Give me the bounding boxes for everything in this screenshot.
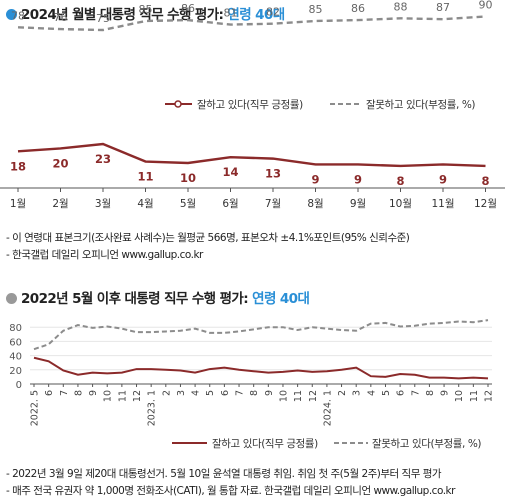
negative-data-label: 86 xyxy=(181,2,195,15)
x-tick-label: 12 xyxy=(132,390,143,402)
x-tick-label: 4 xyxy=(191,390,202,396)
negative-data-label: 81 xyxy=(224,7,238,20)
x-tick-label: 9 xyxy=(88,390,99,396)
x-tick-label: 7월 xyxy=(265,198,281,210)
positive-data-label: 20 xyxy=(52,156,68,170)
y-tick-label: 0 xyxy=(16,380,22,391)
chart1-note-2: - 한국갤럽 데일리 오피니언 www.gallup.co.kr xyxy=(6,249,203,261)
x-tick-label: 11 xyxy=(293,390,304,402)
x-tick-label: 6월 xyxy=(222,198,238,210)
x-tick-label: 2 xyxy=(161,390,172,396)
chart1-title: 2024년 월별 대통령 직무 수행 평가: 연령 40대 xyxy=(6,3,285,23)
x-tick-label: 2022. 5 xyxy=(30,390,41,426)
negative-data-label: 88 xyxy=(394,0,408,13)
x-tick-label: 1월 xyxy=(10,198,26,210)
x-tick-label: 5월 xyxy=(180,198,196,210)
y-tick-label: 80 xyxy=(9,323,22,334)
negative-data-label: 90 xyxy=(479,0,493,12)
negative-series-line xyxy=(17,15,486,32)
x-tick-label: 8 xyxy=(425,390,436,396)
negative-data-label: 82 xyxy=(266,6,280,19)
legend-negative-label: 잘못하고 있다(부정률, %) xyxy=(366,98,475,111)
negative-data-label: 76 xyxy=(54,11,68,24)
x-tick-label: 12 xyxy=(484,390,495,402)
x-tick-label: 10 xyxy=(103,390,114,402)
x-tick-label: 4 xyxy=(366,390,377,396)
x-tick-label: 8 xyxy=(73,390,84,396)
x-tick-label: 3 xyxy=(176,390,187,396)
x-tick-label: 9 xyxy=(440,390,451,396)
title-bullet-icon xyxy=(6,9,17,20)
x-tick-label: 2월 xyxy=(52,198,68,210)
positive-data-label: 9 xyxy=(311,172,319,186)
x-tick-label: 7 xyxy=(59,390,70,396)
x-tick-label: 3월 xyxy=(95,198,111,210)
x-tick-label: 2 xyxy=(337,390,348,396)
x-tick-label: 10 xyxy=(454,390,465,402)
positive-data-label: 18 xyxy=(10,159,26,173)
x-tick-label: 2024. 1 xyxy=(322,390,333,426)
x-tick-label: 8월 xyxy=(307,198,323,210)
positive-data-label: 11 xyxy=(137,170,153,184)
chart1-title-highlight: 연령 40대 xyxy=(227,7,285,23)
x-tick-label: 12 xyxy=(308,390,319,402)
x-tick-label: 8 xyxy=(249,390,260,396)
legend-positive-marker xyxy=(174,100,182,108)
positive-data-label: 23 xyxy=(95,152,111,166)
negative-data-label: 85 xyxy=(139,3,153,16)
x-tick-label: 7 xyxy=(235,390,246,396)
positive-data-label: 8 xyxy=(396,174,404,188)
x-tick-label: 7 xyxy=(410,390,421,396)
chart2-title-highlight: 연령 40대 xyxy=(252,291,310,307)
x-tick-label: 12월 xyxy=(474,198,497,210)
legend-positive-label: 잘하고 있다(직무 긍정률) xyxy=(212,437,318,450)
chart2-title: 2022년 5월 이후 대통령 직무 수행 평가: 연령 40대 xyxy=(6,287,310,307)
y-tick-label: 20 xyxy=(9,366,22,377)
positive-series-line xyxy=(17,142,486,168)
positive-data-label: 14 xyxy=(222,165,238,179)
positive-data-label: 13 xyxy=(265,167,281,181)
x-tick-label: 6 xyxy=(220,390,231,396)
negative-data-label: 85 xyxy=(309,3,323,16)
y-tick-label: 40 xyxy=(9,352,22,363)
x-tick-label: 10 xyxy=(278,390,289,402)
x-tick-label: 3 xyxy=(352,390,363,396)
chart1-note-1: - 이 연령대 표본크기(조사완료 사례수)는 월평균 566명, 표본오차 ±… xyxy=(6,232,410,244)
legend-negative-label: 잘못하고 있다(부정률, %) xyxy=(372,437,481,450)
negative-data-label: 78 xyxy=(11,9,25,22)
positive-series-line xyxy=(33,356,489,380)
x-tick-label: 5 xyxy=(205,390,216,396)
x-tick-label: 6 xyxy=(396,390,407,396)
legend-positive-label: 잘하고 있다(직무 긍정률) xyxy=(197,98,303,111)
x-tick-label: 9월 xyxy=(350,198,366,210)
y-tick-label: 60 xyxy=(9,337,22,348)
x-tick-label: 4월 xyxy=(137,198,153,210)
negative-series-line xyxy=(33,319,489,351)
chart2-note-2: - 매주 전국 유권자 약 1,000명 전화조사(CATI), 월 통합 자료… xyxy=(6,485,455,497)
title-bullet-icon xyxy=(6,293,17,304)
x-tick-label: 6 xyxy=(44,390,55,396)
positive-data-label: 10 xyxy=(180,171,196,185)
positive-data-label: 8 xyxy=(481,174,489,188)
positive-data-label: 9 xyxy=(354,172,362,186)
x-tick-label: 2023. 1 xyxy=(147,390,158,426)
x-tick-label: 5 xyxy=(381,390,392,396)
x-tick-label: 11 xyxy=(469,390,480,402)
x-tick-label: 11월 xyxy=(431,198,454,210)
x-tick-label: 9 xyxy=(264,390,275,396)
negative-data-label: 87 xyxy=(436,1,450,14)
negative-data-label: 75 xyxy=(96,12,110,25)
x-tick-label: 10월 xyxy=(389,198,412,210)
negative-data-label: 86 xyxy=(351,2,365,15)
x-tick-label: 11 xyxy=(117,390,128,402)
positive-data-label: 9 xyxy=(439,172,447,186)
chart2-note-1: - 2022년 3월 9일 제20대 대통령선거. 5월 10일 윤석열 대통령… xyxy=(6,468,442,480)
